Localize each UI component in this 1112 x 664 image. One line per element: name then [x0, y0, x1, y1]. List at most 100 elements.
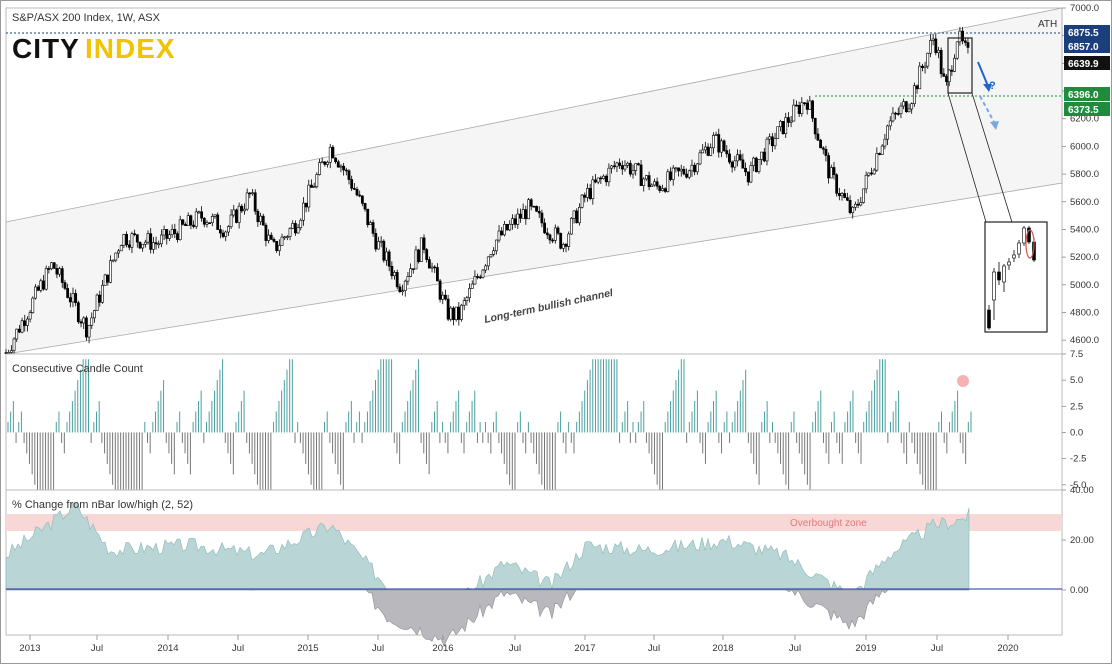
candle-body — [157, 243, 161, 246]
candle-body — [789, 120, 793, 123]
candle-body — [427, 259, 431, 269]
candle-body — [438, 280, 442, 300]
count-axis[interactable]: 7.5 5.0 2.5 0.0 -2.5 -5.0 — [1062, 349, 1086, 491]
candle-body — [229, 214, 233, 227]
candle-body — [50, 262, 53, 270]
count-panel[interactable]: Consecutive Candle Count — [5, 353, 1063, 506]
candle-body — [363, 203, 367, 210]
candle-body — [481, 269, 485, 278]
candle-body — [797, 105, 801, 114]
time-axis[interactable]: 2013 Jul 2014 Jul 2015 Jul 2016 Jul 2017 Jul 2018 J… — [6, 634, 1062, 654]
candle-body — [792, 104, 796, 122]
candle-body — [111, 259, 115, 262]
candle-body — [60, 268, 64, 283]
candle-body — [931, 38, 935, 41]
candle-body — [95, 294, 99, 311]
pct-panel[interactable]: Overbought zone % Change from nBar low/h… — [5, 489, 1063, 647]
candle-body — [23, 320, 27, 326]
price-panel[interactable]: ? ATH Long-term bullish channel S&P/ASX … — [4, 7, 1063, 357]
candle-body — [39, 280, 43, 291]
candle-body — [277, 245, 281, 251]
time-tick-label: 2019 — [855, 643, 876, 654]
candle-body — [90, 317, 94, 326]
candle-body — [832, 167, 836, 176]
candle-body — [406, 276, 410, 282]
candle-body — [572, 210, 576, 219]
candle-body — [768, 136, 772, 140]
candle-body — [379, 240, 383, 243]
candle-body — [237, 205, 241, 223]
question-mark: ? — [989, 80, 996, 92]
candle-body — [883, 138, 887, 147]
time-tick-label: 2017 — [574, 643, 595, 654]
candle-body — [417, 249, 421, 262]
arrow-head-dashed — [990, 121, 999, 130]
candle-body — [76, 302, 80, 323]
candle-body — [103, 274, 107, 286]
candle-body — [722, 140, 726, 151]
candle-body — [645, 175, 648, 180]
candle-body — [564, 244, 568, 247]
inset-candle-body — [997, 271, 1001, 281]
candle-body — [602, 175, 605, 179]
candle-body — [757, 159, 761, 172]
candle-body — [444, 294, 447, 300]
candle-body — [296, 227, 300, 234]
candle-body — [736, 154, 739, 162]
time-tick-label: 2014 — [157, 643, 178, 654]
candle-body — [181, 219, 185, 225]
candle-body — [752, 157, 755, 166]
candle-body — [457, 306, 461, 320]
candle-body — [436, 267, 439, 282]
candle-body — [875, 153, 879, 171]
candle-body — [778, 121, 782, 128]
price-tick-label: 6200.0 — [1070, 114, 1099, 125]
candle-body — [513, 218, 517, 225]
candle-body — [604, 175, 608, 183]
pct-axis[interactable]: 40.00 20.00 0.00 — [1062, 485, 1094, 596]
price-tick-label: 4600.0 — [1070, 335, 1099, 346]
candle-body — [240, 205, 244, 212]
candle-body — [612, 165, 616, 168]
candle-body — [966, 42, 970, 48]
candle-body — [505, 224, 509, 231]
candle-body — [143, 241, 147, 245]
candle-body — [502, 224, 506, 236]
price-tick-label: 7000.0 — [1070, 3, 1099, 14]
candle-body — [821, 147, 825, 150]
candle-body — [26, 318, 29, 326]
candle-body — [34, 286, 37, 299]
time-tick-label: Jul — [648, 643, 660, 654]
candle-body — [894, 112, 898, 115]
candle-body — [803, 102, 806, 104]
candle-body — [387, 251, 391, 267]
zoom-red-circle — [1025, 229, 1035, 259]
candle-body — [178, 219, 182, 240]
candle-body — [615, 162, 619, 168]
candle-body — [535, 205, 538, 212]
candle-body — [934, 38, 938, 54]
candle-body — [647, 175, 651, 188]
candle-body — [93, 310, 96, 319]
candle-body — [926, 52, 930, 67]
candle-body — [403, 280, 407, 291]
candle-body — [210, 216, 214, 224]
candle-body — [693, 164, 697, 173]
arrow-head-solid — [983, 84, 992, 92]
candle-body — [42, 280, 45, 290]
candle-body — [369, 222, 372, 226]
candle-body — [527, 199, 530, 220]
candle-body — [326, 161, 329, 165]
candle-body — [639, 164, 643, 186]
candle-body — [280, 236, 284, 246]
candle-body — [937, 50, 940, 54]
candle-body — [939, 50, 943, 75]
candle-body — [28, 312, 32, 320]
candle-body — [476, 276, 479, 278]
candle-body — [160, 234, 163, 245]
candle-body — [800, 102, 804, 114]
candle-body — [371, 222, 375, 234]
candle-body — [902, 101, 906, 107]
candle-body — [695, 163, 699, 173]
candle-body — [452, 307, 455, 320]
